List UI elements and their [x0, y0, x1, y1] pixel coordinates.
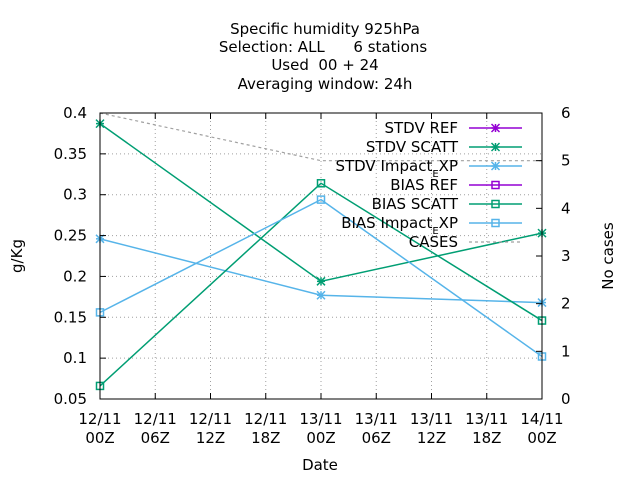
x-tick-label-date: 12/11 — [189, 410, 232, 428]
legend-marker-stdv-scatt — [490, 142, 501, 152]
x-tick-label-hour: 00Z — [306, 429, 335, 447]
series-line-cases — [99, 112, 542, 162]
x-tick-label-date: 14/11 — [520, 410, 563, 428]
legend-label-part: XP — [439, 214, 458, 232]
x-axis-label: Date — [302, 456, 338, 474]
legend-marker-stdv-ref — [490, 123, 501, 133]
x-tick-label-date: 13/11 — [410, 410, 453, 428]
y2-tick-label: 6 — [561, 104, 571, 122]
marker-stroke — [491, 199, 500, 209]
legend-label-bias-impact-exp: BIAS ImpactEXP — [341, 214, 458, 237]
x-tick-label-hour: 06Z — [141, 429, 170, 447]
series-line-bias-impact-exp — [99, 198, 543, 358]
data-point-stdv-scatt — [316, 276, 326, 286]
legend-marker-stdv-impact-exp — [490, 161, 501, 171]
x-tick-label-hour: 18Z — [472, 429, 501, 447]
legend-label-stdv-impact-exp: STDV ImpactEXP — [335, 157, 458, 180]
x-tick-label-date: 13/11 — [355, 410, 398, 428]
x-tick-label-date: 12/11 — [244, 410, 287, 428]
y2-tick-label: 4 — [561, 199, 571, 217]
x-tick-label-hour: 00Z — [85, 429, 114, 447]
y2-tick-label: 3 — [561, 247, 571, 265]
y-axis-label: g/Kg — [8, 239, 26, 273]
x-tick-label-date: 12/11 — [134, 410, 177, 428]
legend-label-part: XP — [439, 157, 458, 175]
data-point-bias-impact-exp — [316, 195, 326, 204]
y2-axis-label: No cases — [599, 222, 617, 290]
y-tick-label: 0.4 — [63, 104, 87, 122]
legend-label-bias-ref: BIAS REF — [390, 176, 458, 194]
marker-stroke — [491, 180, 500, 190]
y2-tick-label: 0 — [561, 390, 571, 408]
y-tick-label: 0.05 — [54, 390, 87, 408]
x-tick-label-hour: 12Z — [196, 429, 225, 447]
data-point-bias-scatt — [316, 179, 326, 188]
legend-label-subscript: E — [432, 226, 438, 237]
data-layer — [95, 112, 547, 391]
y-tick-label: 0.2 — [63, 267, 87, 285]
series-line-bias-scatt — [99, 182, 543, 387]
x-tick-label-hour: 18Z — [251, 429, 280, 447]
legend-label-stdv-scatt: STDV SCATT — [366, 138, 459, 156]
legend-label-part: BIAS Impact — [341, 214, 432, 232]
chart-title-line-1: Specific humidity 925hPa — [230, 20, 420, 38]
legend-label-bias-scatt: BIAS SCATT — [372, 195, 459, 213]
y-tick-label: 0.15 — [54, 308, 87, 326]
y2-tick-label: 5 — [561, 152, 571, 170]
legend-marker-bias-scatt — [491, 199, 500, 209]
x-tick-label-hour: 12Z — [417, 429, 446, 447]
marker-stroke — [316, 195, 326, 204]
marker-stroke — [491, 218, 500, 228]
y-tick-label: 0.35 — [54, 145, 87, 163]
chart-title-line-3: Used 00 + 24 — [271, 56, 378, 74]
legend-marker-bias-impact-exp — [491, 218, 500, 228]
x-tick-label-date: 13/11 — [299, 410, 342, 428]
grid — [100, 113, 542, 399]
legend-marker-bias-ref — [491, 180, 500, 190]
legend-label-cases: CASES — [409, 233, 458, 251]
data-point-stdv-impact-exp — [316, 290, 326, 300]
y2-tick-label: 1 — [561, 342, 571, 360]
y-tick-label: 0.1 — [63, 349, 87, 367]
marker-stroke — [316, 179, 326, 188]
legend-label-subscript: E — [432, 169, 438, 180]
y-tick-label: 0.25 — [54, 227, 87, 245]
legend-label-part: STDV Impact — [335, 157, 432, 175]
y-tick-label: 0.3 — [63, 186, 87, 204]
ticks: 12/1100Z12/1106Z12/1112Z12/1118Z13/1100Z… — [54, 104, 571, 447]
chart-title-line-2: Selection: ALL 6 stations — [219, 38, 427, 56]
legend-label-stdv-ref: STDV REF — [384, 119, 458, 137]
chart-title-line-4: Averaging window: 24h — [238, 75, 413, 93]
x-tick-label-hour: 06Z — [362, 429, 391, 447]
x-tick-label-date: 13/11 — [465, 410, 508, 428]
y2-tick-label: 2 — [561, 295, 571, 313]
x-tick-label-hour: 00Z — [527, 429, 556, 447]
x-tick-label-date: 12/11 — [78, 410, 121, 428]
